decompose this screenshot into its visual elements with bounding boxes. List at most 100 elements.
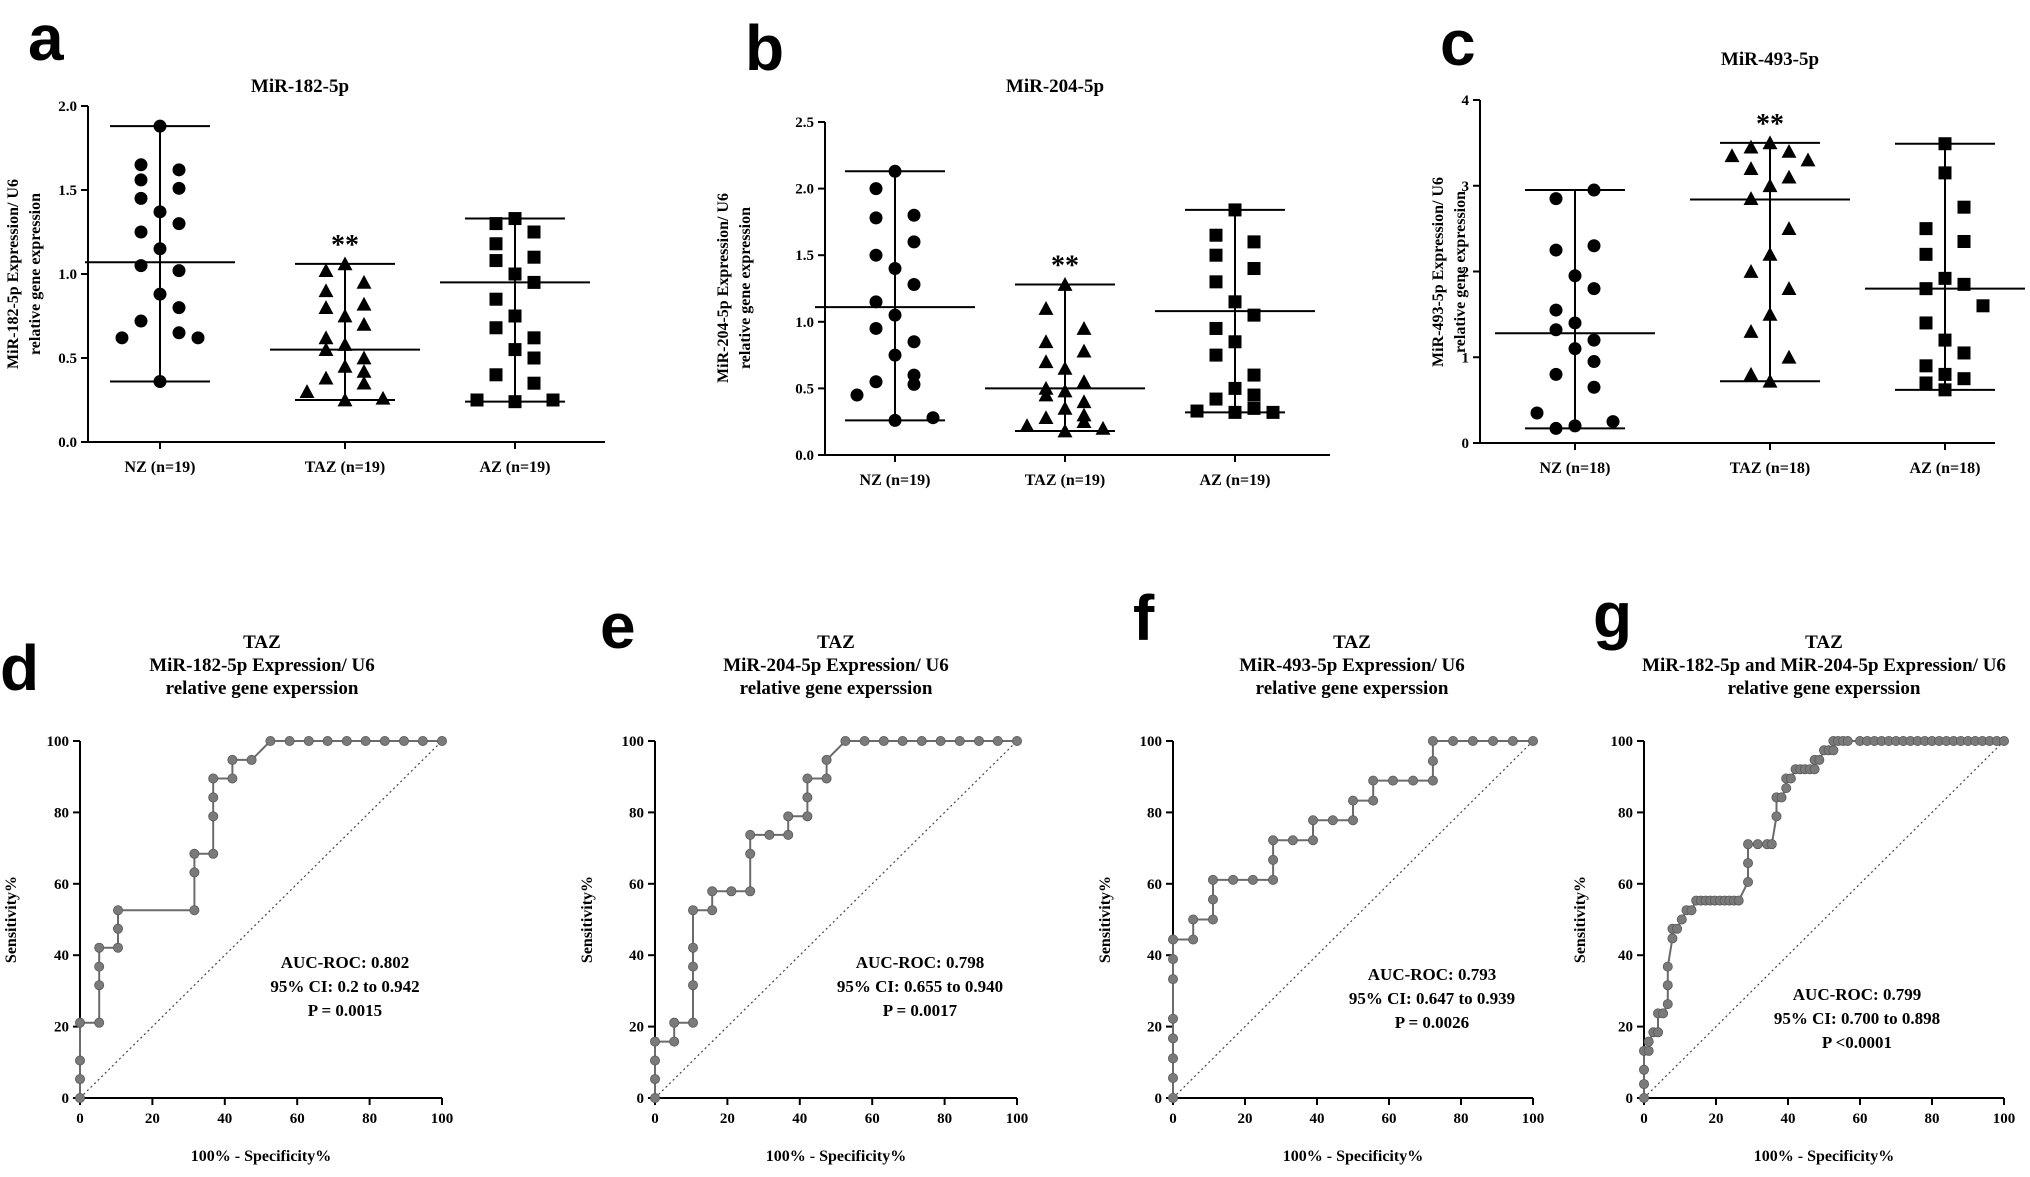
data-point xyxy=(1209,392,1223,406)
roc-point xyxy=(1507,736,1518,747)
y-tick-label: 80 xyxy=(1618,805,1633,821)
data-point xyxy=(172,264,186,278)
data-point xyxy=(508,309,522,323)
roc-point xyxy=(821,754,832,765)
data-point xyxy=(508,395,522,409)
y-tick-label: 0 xyxy=(637,1091,645,1107)
x-tick-label: 40 xyxy=(1781,1111,1796,1127)
roc-point xyxy=(1268,874,1279,885)
roc-point xyxy=(1168,1033,1179,1044)
roc-point xyxy=(75,1055,86,1066)
data-point xyxy=(134,158,148,172)
roc-point xyxy=(113,923,124,934)
roc-point xyxy=(1639,1064,1650,1075)
x-tick-label: 100 xyxy=(1522,1111,1545,1127)
roc-point xyxy=(436,736,447,747)
y-tick-label: 40 xyxy=(1147,948,1162,964)
data-point xyxy=(869,295,883,309)
roc-point xyxy=(1287,835,1298,846)
data-point xyxy=(356,350,372,365)
data-point xyxy=(1228,381,1242,395)
roc-point xyxy=(94,942,105,953)
x-axis-label: 100% - Specificity% xyxy=(1283,1148,1423,1165)
y-tick-label: 2.0 xyxy=(795,182,814,198)
x-tick-label: 60 xyxy=(865,1111,880,1127)
roc-point xyxy=(897,736,908,747)
data-point xyxy=(1228,405,1242,419)
roc-point xyxy=(1368,775,1379,786)
x-tick-label: 40 xyxy=(792,1111,807,1127)
roc-point xyxy=(1168,1093,1179,1104)
y-tick-label: 0.5 xyxy=(58,351,77,367)
roc-point xyxy=(650,1036,661,1047)
roc-point xyxy=(1676,914,1687,925)
data-point xyxy=(1057,423,1073,438)
scatter-panel-b: MiR-204-5p 0.0 0.5 1.0 1.5 2.0 2.5 MiR-204-5p E… xyxy=(715,76,1330,489)
roc-point xyxy=(417,736,428,747)
roc-point xyxy=(1662,961,1673,972)
data-point xyxy=(1247,308,1261,322)
data-point xyxy=(869,375,883,389)
y-axis-label: Sensitivity% xyxy=(1572,876,1589,963)
reference-diagonal xyxy=(79,740,443,1099)
roc-point xyxy=(1327,815,1338,826)
data-point xyxy=(1209,321,1223,335)
y-tick-label: 0.0 xyxy=(795,448,814,464)
data-point xyxy=(318,283,334,298)
roc-point xyxy=(688,961,699,972)
roc-point xyxy=(1448,736,1459,747)
data-point xyxy=(1938,137,1952,151)
data-point xyxy=(134,191,148,205)
data-point xyxy=(1957,200,1971,214)
panel-label-f: f xyxy=(1133,582,1155,654)
y-axis-label: MiR-493-5p Expression/ U6 relative gene e… xyxy=(1430,177,1469,367)
y-tick-label: 0 xyxy=(1462,436,1470,452)
y-tick-label: 100 xyxy=(1140,734,1163,750)
data-point xyxy=(470,393,484,407)
group-1: TAZ (n=18) ** xyxy=(1690,109,1850,477)
data-point xyxy=(1957,234,1971,248)
significance-marker: ** xyxy=(1051,251,1079,282)
roc-point xyxy=(783,829,794,840)
y-axis-label: Sensitivity% xyxy=(3,876,20,963)
annotation-auc: AUC-ROC: 0.802 xyxy=(281,953,409,972)
data-point xyxy=(1587,355,1601,369)
roc-point xyxy=(707,905,718,916)
data-point xyxy=(489,292,503,306)
y-tick-label: 20 xyxy=(54,1020,69,1036)
data-point xyxy=(134,314,148,328)
roc-point xyxy=(1348,795,1359,806)
data-point xyxy=(115,331,129,345)
panel-label-g: g xyxy=(1593,579,1632,651)
roc-point xyxy=(94,980,105,991)
data-point xyxy=(1549,243,1563,257)
data-point xyxy=(1209,228,1223,242)
data-point xyxy=(888,262,902,276)
x-tick-label: 20 xyxy=(1238,1111,1253,1127)
y-tick-label: 1.0 xyxy=(58,267,77,283)
data-point xyxy=(1781,143,1797,158)
roc-point xyxy=(688,1017,699,1028)
y-tick-label: 20 xyxy=(1147,1020,1162,1036)
data-point xyxy=(1549,367,1563,381)
annotation-auc: AUC-ROC: 0.799 xyxy=(1793,985,1921,1004)
roc-point xyxy=(1686,905,1697,916)
x-tick-label: 60 xyxy=(1382,1111,1397,1127)
y-tick-label: 100 xyxy=(622,734,645,750)
group-0: NZ (n=19) xyxy=(815,164,975,489)
data-point xyxy=(356,375,372,390)
roc-point xyxy=(1781,783,1792,794)
data-point xyxy=(527,250,541,264)
data-point xyxy=(1057,277,1073,291)
roc-point xyxy=(1268,854,1279,865)
x-category-label: AZ (n=19) xyxy=(480,459,551,476)
data-point xyxy=(1762,246,1778,261)
x-tick-label: 20 xyxy=(720,1111,735,1127)
panel-label-a: a xyxy=(28,2,64,74)
data-point xyxy=(1247,235,1261,249)
y-tick-label: 0 xyxy=(1626,1091,1634,1107)
y-tick-label: 1.5 xyxy=(58,183,77,199)
data-point xyxy=(1743,161,1759,175)
data-point xyxy=(1938,271,1952,285)
y-axis-label: Sensitivity% xyxy=(579,876,596,963)
